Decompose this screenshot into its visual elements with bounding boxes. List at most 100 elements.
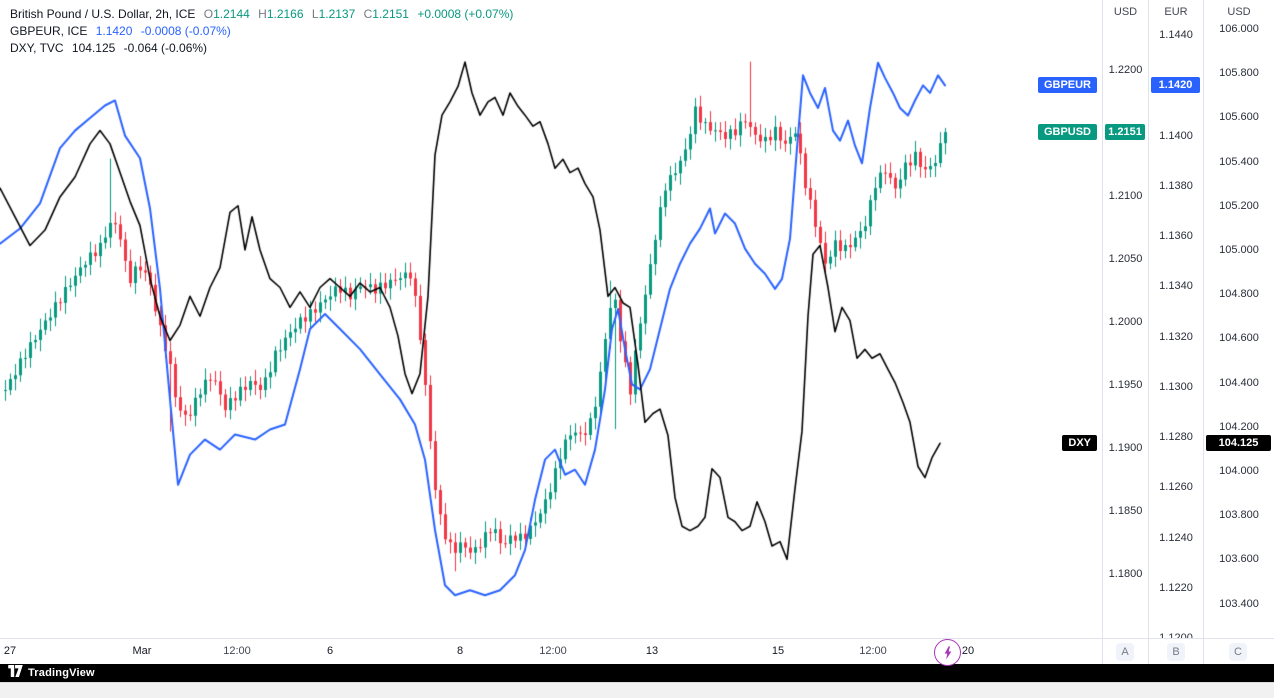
- tradingview-brand-text: TradingView: [28, 667, 95, 679]
- price-scale-eur-ticks: 1.1440 1.1420 1.1400 1.1380 1.1360 1.1340 1.13…: [1149, 0, 1203, 644]
- price-scale-gbpusd[interactable]: USD 1.22001.21501.21001.20501.20001.1950…: [1102, 0, 1148, 638]
- price-tick-label: 1.1320: [1159, 330, 1193, 343]
- ohlc-low-label: L: [311, 7, 319, 21]
- legend-row-gbpusd: British Pound / U.S. Dollar, 2h, ICE O1.…: [10, 6, 518, 23]
- ohlc-close: C1.2151: [364, 7, 409, 21]
- price-tick-label: 1.1280: [1159, 431, 1193, 444]
- price-scale-toggle-b[interactable]: B: [1167, 643, 1185, 661]
- dxy-value: 104.125: [71, 41, 116, 55]
- price-tick-label: 103.800: [1219, 509, 1259, 522]
- tradingview-logo-icon: [8, 664, 23, 682]
- price-tick-label: 1.2050: [1108, 253, 1143, 266]
- price-scale-toggle-c[interactable]: C: [1229, 643, 1247, 661]
- time-tick-label: 13: [645, 645, 659, 657]
- time-axis[interactable]: 27 Mar 12:00 6 8 12:00 13 15 12:00 20 A B C: [0, 638, 1274, 664]
- time-axis-labels: 27 Mar 12:00 6 8 12:00 13 15 12:00 20: [0, 639, 1102, 664]
- price-tick-label: 1.1220: [1159, 581, 1193, 594]
- tradingview-logo[interactable]: TradingView: [8, 664, 95, 682]
- bottom-brand-bar: TradingView: [0, 664, 1274, 682]
- series-badge-gbpeur: GBPEUR: [1037, 77, 1097, 94]
- ohlc-open-label: O: [203, 7, 214, 21]
- ohlc-close-value: 1.2151: [372, 7, 409, 21]
- price-tick-label: 1.1850: [1108, 504, 1143, 517]
- time-tick-label: 8: [456, 645, 464, 657]
- price-chart-canvas[interactable]: [0, 0, 1102, 638]
- price-tick-label: 104.600: [1219, 332, 1259, 345]
- price-tick-label: 1.1400: [1159, 129, 1193, 142]
- time-tick-label: 12:00: [223, 645, 251, 657]
- symbol-change: +0.0008 (+0.07%): [417, 7, 514, 21]
- bottom-scrollbar-track[interactable]: [0, 682, 1274, 698]
- price-tick-label: 105.800: [1219, 67, 1259, 80]
- gbpeur-title[interactable]: GBPEUR, ICE: [10, 24, 88, 38]
- time-tick-label: 15: [771, 645, 785, 657]
- price-tick-label: 1.2100: [1108, 190, 1143, 203]
- axis-divider: [1203, 639, 1204, 664]
- price-tick-label: 103.600: [1219, 553, 1259, 566]
- price-scale-usd-ticks: 1.22001.21501.21001.20501.20001.19501.19…: [1103, 0, 1148, 638]
- gbpeur-value: 1.1420: [95, 24, 133, 38]
- chart-row: British Pound / U.S. Dollar, 2h, ICE O1.…: [0, 0, 1274, 644]
- chart-legend: British Pound / U.S. Dollar, 2h, ICE O1.…: [10, 6, 518, 57]
- ohlc-low-value: 1.2137: [318, 7, 356, 21]
- price-tick-label: 105.400: [1219, 155, 1259, 168]
- time-tick-label: 27: [3, 645, 17, 657]
- price-tick-label: 1.2200: [1108, 64, 1143, 77]
- flash-button[interactable]: [934, 639, 961, 666]
- price-scale-currency-dxy: USD: [1227, 6, 1251, 18]
- price-tick-label: 1.1440: [1159, 29, 1193, 42]
- price-tick-label: 104.000: [1219, 464, 1259, 477]
- price-tick-label: 104.400: [1219, 376, 1259, 389]
- gbpeur-change: -0.0008 (-0.07%): [140, 24, 231, 38]
- price-tick-label: 1.1240: [1159, 531, 1193, 544]
- price-tick-label: 105.000: [1219, 243, 1259, 256]
- price-scale-dxy-ticks: 106.000 105.800 105.600 105.400 105.200 105.0…: [1204, 0, 1274, 638]
- gbpusd-price-badge: 1.2151: [1105, 124, 1145, 141]
- price-scale-dxy[interactable]: USD 106.000 105.800 105.600 105.400 105.200 1…: [1203, 0, 1274, 638]
- series-badge-gbpusd: GBPUSD: [1037, 124, 1097, 141]
- price-scale-currency-eur: EUR: [1164, 6, 1188, 18]
- ohlc-open-value: 1.2144: [213, 7, 250, 21]
- dxy-title[interactable]: DXY, TVC: [10, 41, 64, 55]
- price-tick-label: 104.800: [1219, 288, 1259, 301]
- ohlc-low: L1.2137: [312, 7, 355, 21]
- price-scale-toggle-a[interactable]: A: [1116, 643, 1134, 661]
- price-tick-label: 1.1360: [1159, 230, 1193, 243]
- price-scale-currency-usd: USD: [1113, 6, 1138, 18]
- price-tick-label: 106.000: [1219, 22, 1259, 35]
- price-tick-label: 1.2000: [1108, 316, 1143, 329]
- axis-divider: [1102, 639, 1103, 664]
- dxy-change: -0.064 (-0.06%): [123, 41, 208, 55]
- ohlc-high-value: 1.2166: [266, 7, 304, 21]
- price-tick-label: 104.200: [1219, 420, 1259, 433]
- chart-plot-area[interactable]: British Pound / U.S. Dollar, 2h, ICE O1.…: [0, 0, 1102, 638]
- axis-divider: [1148, 639, 1149, 664]
- time-tick-label: 20: [961, 645, 975, 657]
- series-badge-dxy: DXY: [1062, 435, 1097, 452]
- price-tick-label: 105.200: [1219, 199, 1259, 212]
- legend-row-gbpeur: GBPEUR, ICE 1.1420 -0.0008 (-0.07%): [10, 23, 518, 40]
- time-tick-label: 12:00: [859, 645, 887, 657]
- ohlc-high: H1.2166: [258, 7, 303, 21]
- price-tick-label: 1.1260: [1159, 481, 1193, 494]
- time-tick-label: Mar: [132, 645, 152, 657]
- price-scale-gbpeur[interactable]: EUR 1.1440 1.1420 1.1400 1.1380 1.1360 1.1340…: [1148, 0, 1203, 644]
- gbpeur-price-badge: 1.1420: [1151, 77, 1200, 94]
- symbol-title[interactable]: British Pound / U.S. Dollar, 2h, ICE: [10, 7, 196, 21]
- ohlc-close-label: C: [363, 7, 373, 21]
- price-tick-label: 1.1950: [1108, 379, 1143, 392]
- price-tick-label: 1.1800: [1108, 567, 1143, 580]
- legend-row-dxy: DXY, TVC 104.125 -0.064 (-0.06%): [10, 40, 518, 57]
- price-tick-label: 1.1380: [1159, 179, 1193, 192]
- dxy-price-badge: 104.125: [1206, 435, 1271, 452]
- price-tick-label: 105.600: [1219, 111, 1259, 124]
- price-tick-label: 1.1900: [1108, 441, 1143, 454]
- time-tick-label: 6: [326, 645, 334, 657]
- price-tick-label: 1.1300: [1159, 380, 1193, 393]
- ohlc-open: O1.2144: [204, 7, 250, 21]
- price-tick-label: 1.1340: [1159, 280, 1193, 293]
- price-tick-label: 103.400: [1219, 597, 1259, 610]
- flash-icon: [939, 644, 957, 662]
- time-tick-label: 12:00: [539, 645, 567, 657]
